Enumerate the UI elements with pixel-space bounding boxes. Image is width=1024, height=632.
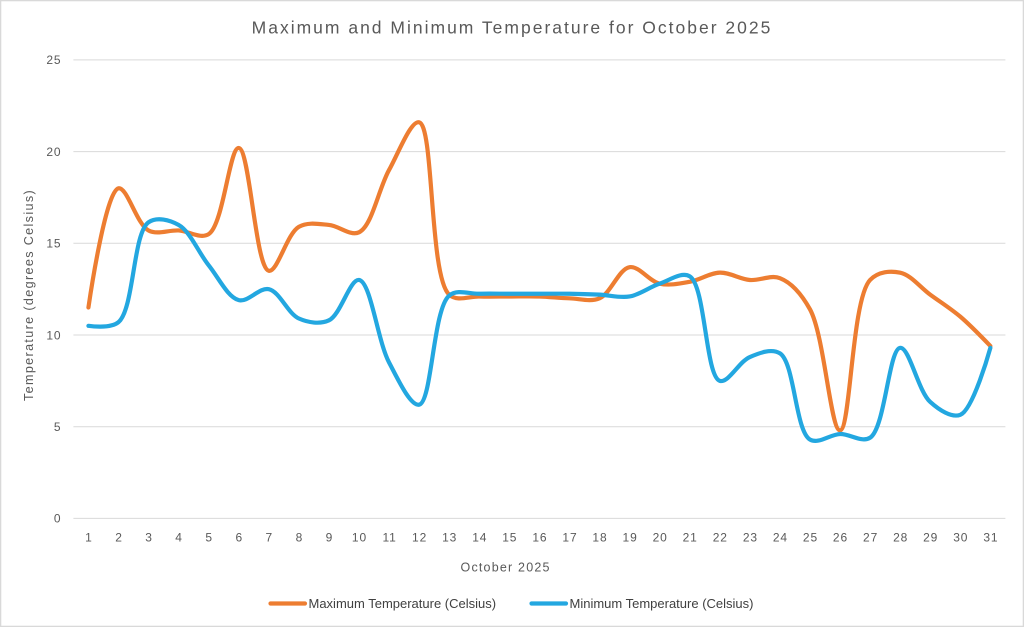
svg-text:22: 22 — [713, 531, 728, 545]
svg-text:14: 14 — [472, 531, 487, 545]
svg-text:23: 23 — [743, 531, 758, 545]
svg-text:27: 27 — [863, 531, 878, 545]
svg-text:3: 3 — [145, 531, 153, 545]
svg-text:Maximum Temperature (Celsius): Maximum Temperature (Celsius) — [309, 596, 497, 611]
svg-text:8: 8 — [296, 531, 304, 545]
svg-text:31: 31 — [983, 531, 998, 545]
svg-text:0: 0 — [54, 512, 62, 526]
svg-text:5: 5 — [54, 420, 62, 434]
svg-text:6: 6 — [236, 531, 244, 545]
svg-text:21: 21 — [683, 531, 698, 545]
svg-text:25: 25 — [803, 531, 818, 545]
svg-text:28: 28 — [893, 531, 908, 545]
svg-text:Minimum Temperature (Celsius): Minimum Temperature (Celsius) — [570, 596, 754, 611]
svg-text:Temperature (degrees Celsius): Temperature (degrees Celsius) — [22, 189, 36, 401]
svg-text:24: 24 — [773, 531, 788, 545]
svg-text:26: 26 — [833, 531, 848, 545]
svg-text:11: 11 — [382, 531, 396, 545]
svg-text:15: 15 — [502, 531, 517, 545]
svg-text:13: 13 — [442, 531, 457, 545]
svg-text:19: 19 — [623, 531, 638, 545]
svg-text:15: 15 — [46, 237, 61, 251]
svg-text:5: 5 — [205, 531, 213, 545]
svg-text:12: 12 — [412, 531, 427, 545]
svg-text:10: 10 — [46, 328, 61, 342]
svg-text:30: 30 — [953, 531, 968, 545]
svg-text:4: 4 — [175, 531, 183, 545]
svg-text:16: 16 — [532, 531, 547, 545]
svg-text:1: 1 — [85, 531, 93, 545]
svg-text:17: 17 — [562, 531, 577, 545]
svg-text:29: 29 — [923, 531, 938, 545]
svg-text:25: 25 — [46, 53, 61, 67]
svg-text:20: 20 — [46, 145, 61, 159]
svg-text:7: 7 — [266, 531, 274, 545]
svg-text:10: 10 — [352, 531, 367, 545]
svg-text:Maximum and Minimum Temperatur: Maximum and Minimum Temperature for Octo… — [252, 18, 773, 38]
svg-text:9: 9 — [326, 531, 334, 545]
svg-text:20: 20 — [653, 531, 668, 545]
svg-text:October 2025: October 2025 — [461, 561, 551, 575]
svg-text:2: 2 — [115, 531, 123, 545]
svg-text:18: 18 — [592, 531, 607, 545]
